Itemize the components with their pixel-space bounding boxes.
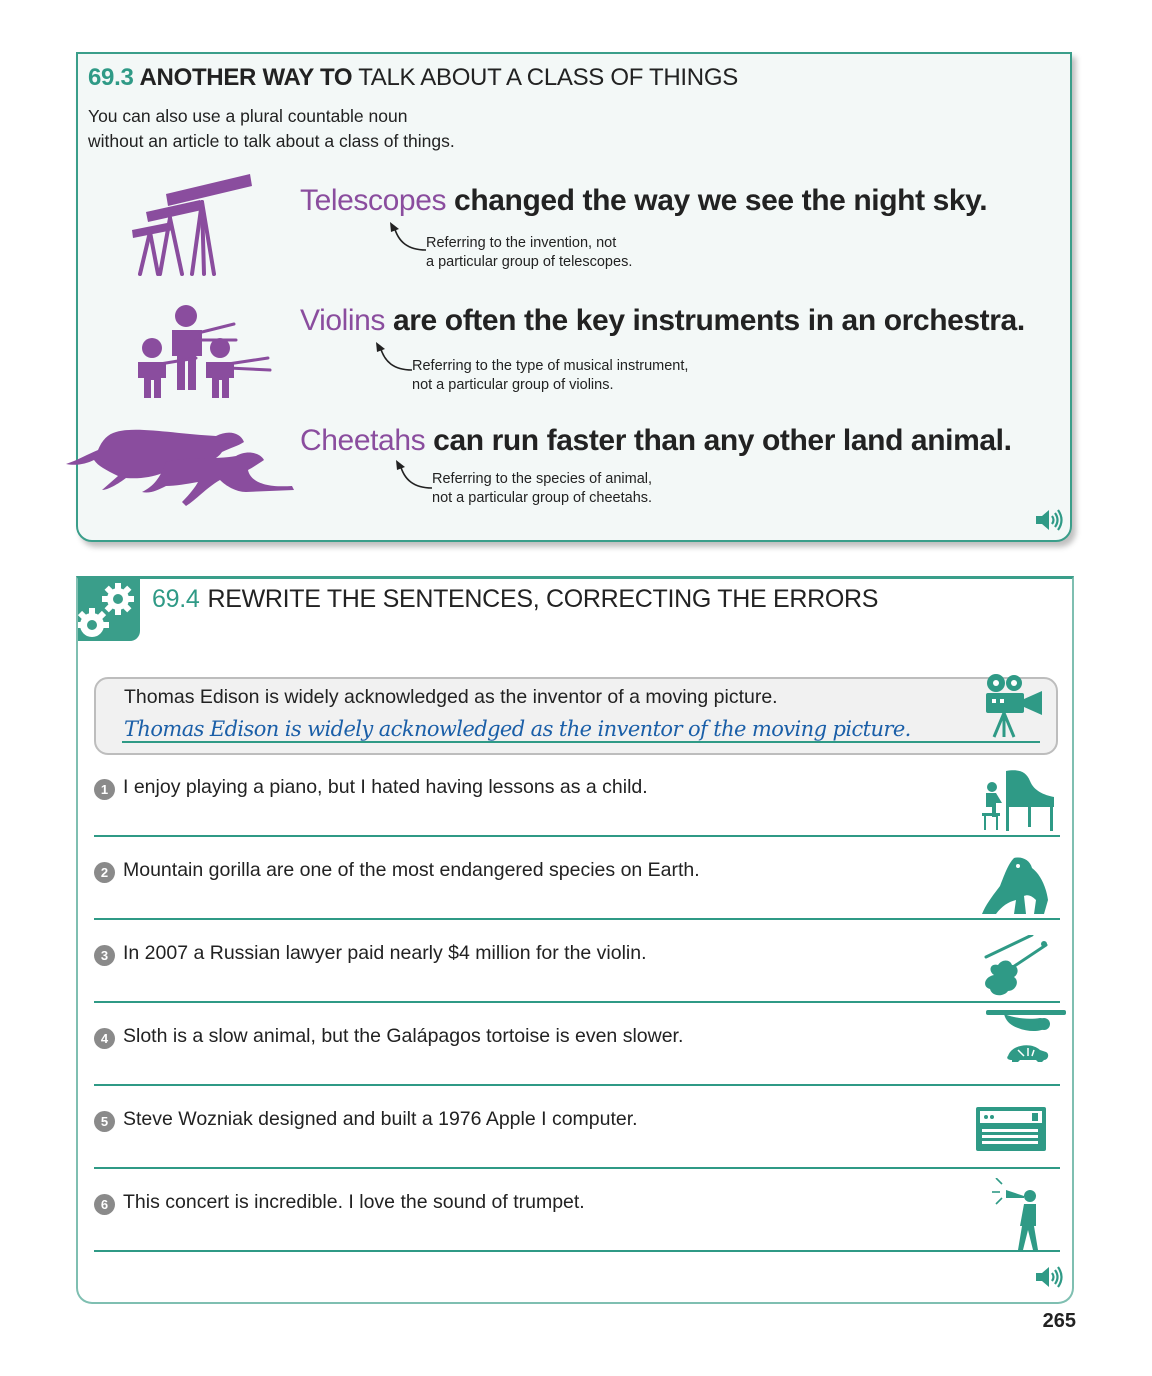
question-number: 6 xyxy=(94,1194,115,1215)
section-heading: 69.3 ANOTHER WAY TO TALK ABOUT A CLASS OF… xyxy=(88,64,738,92)
answer-line[interactable] xyxy=(94,1250,1060,1252)
note-line-1: Referring to the species of animal, xyxy=(432,471,653,487)
answer-line[interactable] xyxy=(94,1001,1060,1003)
trumpeter-icon xyxy=(992,1178,1038,1250)
section-number: 69.3 xyxy=(88,64,134,91)
example-note: Referring to the species of animal, not … xyxy=(432,470,652,508)
question-number: 4 xyxy=(94,1028,115,1049)
question-row: 4 Sloth is a slow animal, but the Galápa… xyxy=(94,1010,1066,1111)
question-text: Steve Wozniak designed and built a 1976 … xyxy=(123,1108,638,1130)
movie-camera-icon xyxy=(986,674,1042,738)
grammar-panel-69-3: 69.3 ANOTHER WAY TO TALK ABOUT A CLASS OF… xyxy=(66,52,1072,542)
example-subject: Telescopes xyxy=(300,184,447,217)
pointer-arrow-icon xyxy=(390,222,427,251)
question-row: 6 This concert is incredible. I love the… xyxy=(94,1178,1062,1277)
example-rest: changed the way we see the night sky. xyxy=(454,184,988,217)
pointer-arrow-icon xyxy=(396,460,433,489)
gorilla-icon xyxy=(982,857,1048,914)
computer-icon xyxy=(976,1107,1046,1151)
note-line-2: not a particular group of cheetahs. xyxy=(432,490,653,506)
example-rest: are often the key instruments in an orch… xyxy=(392,304,1025,337)
exercise-heading: 69.4 REWRITE THE SENTENCES, CORRECTING TH… xyxy=(152,585,878,614)
example-subject: Violins xyxy=(300,304,386,337)
question-row: 5 Steve Wozniak designed and built a 197… xyxy=(94,1107,1062,1194)
answer-line[interactable] xyxy=(94,835,1060,837)
question-row: 2 Mountain gorilla are one of the most e… xyxy=(94,857,1062,945)
audio-speaker-icon[interactable] xyxy=(1034,508,1064,532)
question-text: This concert is incredible. I love the s… xyxy=(123,1191,585,1213)
section-title-bold: ANOTHER WAY TO xyxy=(139,64,353,91)
exercise-badge xyxy=(78,579,140,641)
exercise-panel-69-4: 69.4 REWRITE THE SENTENCES, CORRECTING TH… xyxy=(76,576,1074,1304)
intro-line-1: You can also use a plural countable noun xyxy=(88,106,408,126)
pianist-icon xyxy=(982,770,1054,831)
example-rest: can run faster than any other land anima… xyxy=(433,424,1012,457)
question-text: Mountain gorilla are one of the most end… xyxy=(123,859,700,881)
question-text: I enjoy playing a piano, but I hated hav… xyxy=(123,776,648,798)
page-number: 265 xyxy=(1042,1310,1076,1332)
question-text: In 2007 a Russian lawyer paid nearly $4 … xyxy=(123,942,647,964)
audio-speaker-icon[interactable] xyxy=(1034,1265,1064,1289)
cheetahs-icon xyxy=(66,429,294,506)
note-line-1: Referring to the invention, not xyxy=(426,235,617,251)
exercise-title: REWRITE THE SENTENCES, CORRECTING THE ER… xyxy=(207,585,879,613)
question-number: 2 xyxy=(94,862,115,883)
section-title-rest: TALK ABOUT A CLASS OF THINGS xyxy=(358,64,738,91)
example-question: Thomas Edison is widely acknowledged as … xyxy=(124,686,778,708)
example-note: Referring to the invention, not a partic… xyxy=(426,234,632,272)
pointer-arrow-icon xyxy=(376,342,413,371)
violinists-icon xyxy=(138,305,272,398)
answer-line[interactable] xyxy=(94,1084,1060,1086)
answer-line[interactable] xyxy=(94,918,1060,920)
intro-line-2: without an article to talk about a class… xyxy=(88,131,455,151)
gears-icon xyxy=(78,583,134,637)
telescopes-icon xyxy=(132,174,252,276)
example-note: Referring to the type of musical instrum… xyxy=(412,357,688,395)
violin-icon xyxy=(984,935,1048,996)
intro-text: You can also use a plural countable noun… xyxy=(88,104,508,154)
worked-example: Thomas Edison is widely acknowledged as … xyxy=(94,674,1058,755)
note-line-2: not a particular group of violins. xyxy=(412,377,614,393)
question-row: 3 In 2007 a Russian lawyer paid nearly $… xyxy=(94,935,1062,1028)
note-line-1: Referring to the type of musical instrum… xyxy=(412,358,689,374)
example-subject: Cheetahs xyxy=(300,424,426,457)
sloth-tortoise-icon xyxy=(986,1010,1066,1062)
example-sentence-violins: Violins are often the key instruments in… xyxy=(300,304,1025,338)
answer-line xyxy=(122,741,1040,743)
answer-line[interactable] xyxy=(94,1167,1060,1169)
example-sentence-cheetahs: Cheetahs can run faster than any other l… xyxy=(300,424,1012,458)
exercise-number: 69.4 xyxy=(152,585,200,613)
question-row: 1 I enjoy playing a piano, but I hated h… xyxy=(94,770,1062,862)
question-number: 5 xyxy=(94,1111,115,1132)
example-answer: Thomas Edison is widely acknowledged as … xyxy=(124,717,911,741)
question-text: Sloth is a slow animal, but the Galápago… xyxy=(123,1025,684,1047)
note-line-2: a particular group of telescopes. xyxy=(426,254,633,270)
example-sentence-telescopes: Telescopes changed the way we see the ni… xyxy=(300,184,988,218)
question-number: 1 xyxy=(94,779,115,800)
question-number: 3 xyxy=(94,945,115,966)
